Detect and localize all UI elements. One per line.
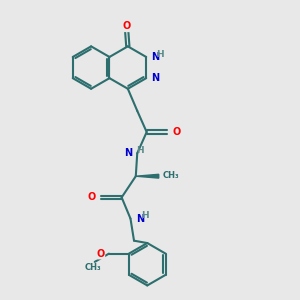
Text: H: H <box>141 211 148 220</box>
Text: O: O <box>96 249 104 259</box>
Text: O: O <box>88 192 96 203</box>
Text: N: N <box>152 52 160 62</box>
Text: CH₃: CH₃ <box>162 171 179 180</box>
Text: N: N <box>152 73 160 83</box>
Text: N: N <box>136 214 144 224</box>
Text: H: H <box>136 146 144 155</box>
Text: O: O <box>122 21 130 31</box>
Text: N: N <box>124 148 132 158</box>
Polygon shape <box>136 174 159 178</box>
Text: CH₃: CH₃ <box>85 263 102 272</box>
Text: O: O <box>172 127 181 137</box>
Text: H: H <box>157 50 164 58</box>
